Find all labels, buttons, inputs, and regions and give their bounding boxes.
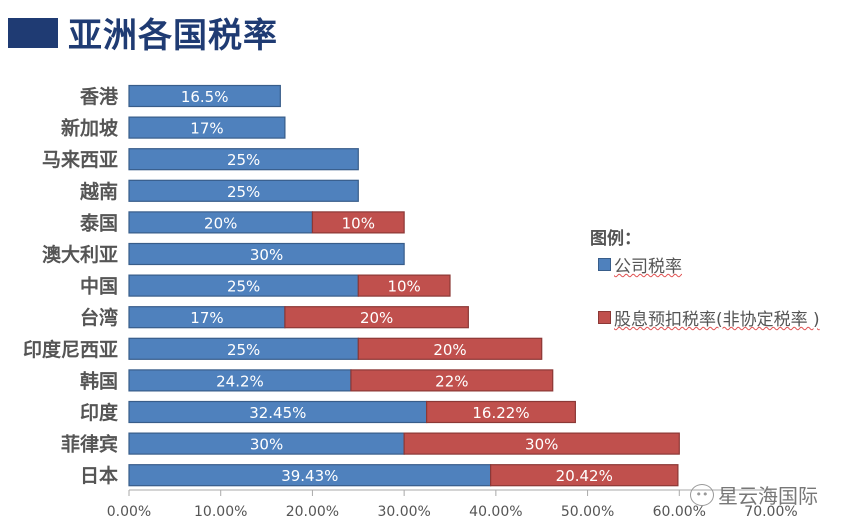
data-label: 39.43% — [281, 467, 338, 485]
category-label: 印度 — [80, 401, 119, 424]
legend-swatch-blue — [598, 258, 611, 271]
title-block-decoration — [8, 18, 58, 48]
page-title: 亚洲各国税率 — [68, 16, 278, 56]
watermark: •• 星云海国际 — [690, 480, 818, 509]
dividend-tax-bar — [284, 306, 469, 329]
dividend-tax-bar — [350, 369, 554, 392]
dividend-tax-bar — [403, 432, 680, 455]
category-label: 印度尼西亚 — [23, 338, 118, 361]
legend-swatch-red — [598, 311, 611, 324]
data-label: 25% — [227, 278, 260, 296]
data-label: 30% — [250, 436, 283, 454]
corporate-tax-bar — [128, 116, 286, 139]
data-label: 17% — [190, 309, 223, 327]
x-tick-label: 0.00% — [107, 504, 151, 520]
category-label: 香港 — [79, 86, 119, 108]
watermark-text: 星云海国际 — [718, 484, 818, 508]
data-label: 20% — [204, 214, 237, 232]
category-label: 韩国 — [80, 369, 118, 392]
dividend-tax-bar — [357, 274, 451, 297]
legend-label: 股息预扣税率(非协定税率 ) — [614, 310, 820, 330]
dividend-tax-bar — [490, 464, 679, 487]
corporate-tax-bar — [128, 148, 359, 171]
category-label: 菲律宾 — [61, 433, 118, 456]
data-label: 16.22% — [472, 404, 529, 422]
category-label: 澳大利亚 — [42, 243, 118, 266]
x-tick-label: 40.00% — [469, 504, 522, 520]
dividend-tax-bar — [426, 400, 576, 424]
data-label: 25% — [227, 341, 260, 359]
x-tick-label: 10.00% — [194, 504, 247, 520]
legend-label: 公司税率 — [614, 257, 682, 277]
x-tick-label: 30.00% — [377, 504, 430, 520]
category-label: 新加坡 — [61, 117, 119, 140]
data-label: 22% — [435, 372, 468, 390]
corporate-tax-bar — [128, 242, 405, 266]
x-tick-label: 50.00% — [561, 504, 614, 520]
category-label: 马来西亚 — [42, 149, 118, 171]
data-label: 30% — [525, 436, 558, 454]
dividend-tax-bar — [311, 211, 405, 234]
data-label: 20% — [433, 341, 466, 359]
legend-title: 图例： — [590, 229, 641, 249]
data-label: 10% — [387, 278, 420, 296]
category-label: 日本 — [80, 464, 118, 487]
x-tick-label: 60.00% — [653, 504, 706, 520]
x-tick-label: 20.00% — [286, 504, 339, 520]
data-label: 25% — [227, 151, 260, 169]
data-label: 20.42% — [556, 467, 613, 485]
data-label: 32.45% — [249, 404, 306, 422]
data-label: 20% — [360, 309, 393, 327]
data-label: 17% — [190, 120, 223, 138]
x-tick-label: 70.00% — [744, 504, 797, 520]
dividend-tax-bar — [357, 337, 543, 360]
wechat-icon: •• — [690, 483, 714, 506]
data-label: 10% — [342, 214, 375, 232]
category-label: 越南 — [79, 180, 118, 203]
legend-item-corporate-tax: 公司税率 — [598, 252, 682, 277]
data-label: 30% — [250, 246, 283, 264]
data-label: 25% — [227, 183, 260, 201]
data-label: 24.2% — [216, 372, 264, 390]
category-label: 中国 — [80, 275, 118, 298]
data-label: 16.5% — [181, 88, 229, 106]
category-label: 泰国 — [79, 211, 118, 234]
corporate-tax-bar — [128, 179, 359, 202]
category-label: 台湾 — [80, 306, 118, 329]
legend-item-dividend-tax: 股息预扣税率(非协定税率 ) — [598, 305, 820, 330]
corporate-tax-bar — [128, 84, 281, 108]
